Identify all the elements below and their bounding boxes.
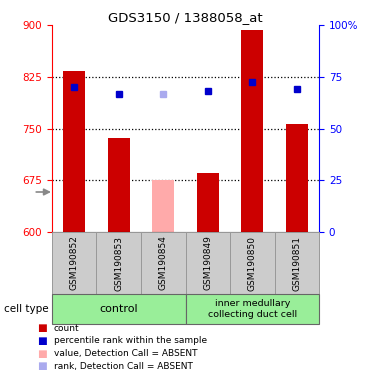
Text: cell type: cell type xyxy=(4,304,48,314)
Bar xyxy=(141,232,186,294)
Text: rank, Detection Call = ABSENT: rank, Detection Call = ABSENT xyxy=(54,362,193,371)
Text: value, Detection Call = ABSENT: value, Detection Call = ABSENT xyxy=(54,349,197,358)
Bar xyxy=(241,30,263,232)
Text: ■: ■ xyxy=(37,349,47,359)
Text: GSM190853: GSM190853 xyxy=(114,235,123,291)
Text: GSM190849: GSM190849 xyxy=(203,236,212,290)
Text: control: control xyxy=(99,304,138,314)
Text: ■: ■ xyxy=(37,336,47,346)
Text: GSM190854: GSM190854 xyxy=(159,236,168,290)
Bar xyxy=(286,124,308,232)
Text: inner medullary
collecting duct cell: inner medullary collecting duct cell xyxy=(208,299,297,319)
Text: GSM190851: GSM190851 xyxy=(292,235,301,291)
Text: ■: ■ xyxy=(37,323,47,333)
Bar xyxy=(230,232,275,294)
Bar xyxy=(52,294,186,324)
Bar xyxy=(96,232,141,294)
Bar xyxy=(52,232,96,294)
Bar xyxy=(197,173,219,232)
Bar xyxy=(63,71,85,232)
Text: count: count xyxy=(54,324,79,333)
Bar xyxy=(152,180,174,232)
Bar xyxy=(186,232,230,294)
Text: ■: ■ xyxy=(37,361,47,371)
Text: GSM190850: GSM190850 xyxy=(248,235,257,291)
Bar xyxy=(275,232,319,294)
Text: percentile rank within the sample: percentile rank within the sample xyxy=(54,336,207,346)
Bar xyxy=(108,137,130,232)
Text: GSM190852: GSM190852 xyxy=(70,236,79,290)
Bar xyxy=(186,294,319,324)
Title: GDS3150 / 1388058_at: GDS3150 / 1388058_at xyxy=(108,11,263,24)
